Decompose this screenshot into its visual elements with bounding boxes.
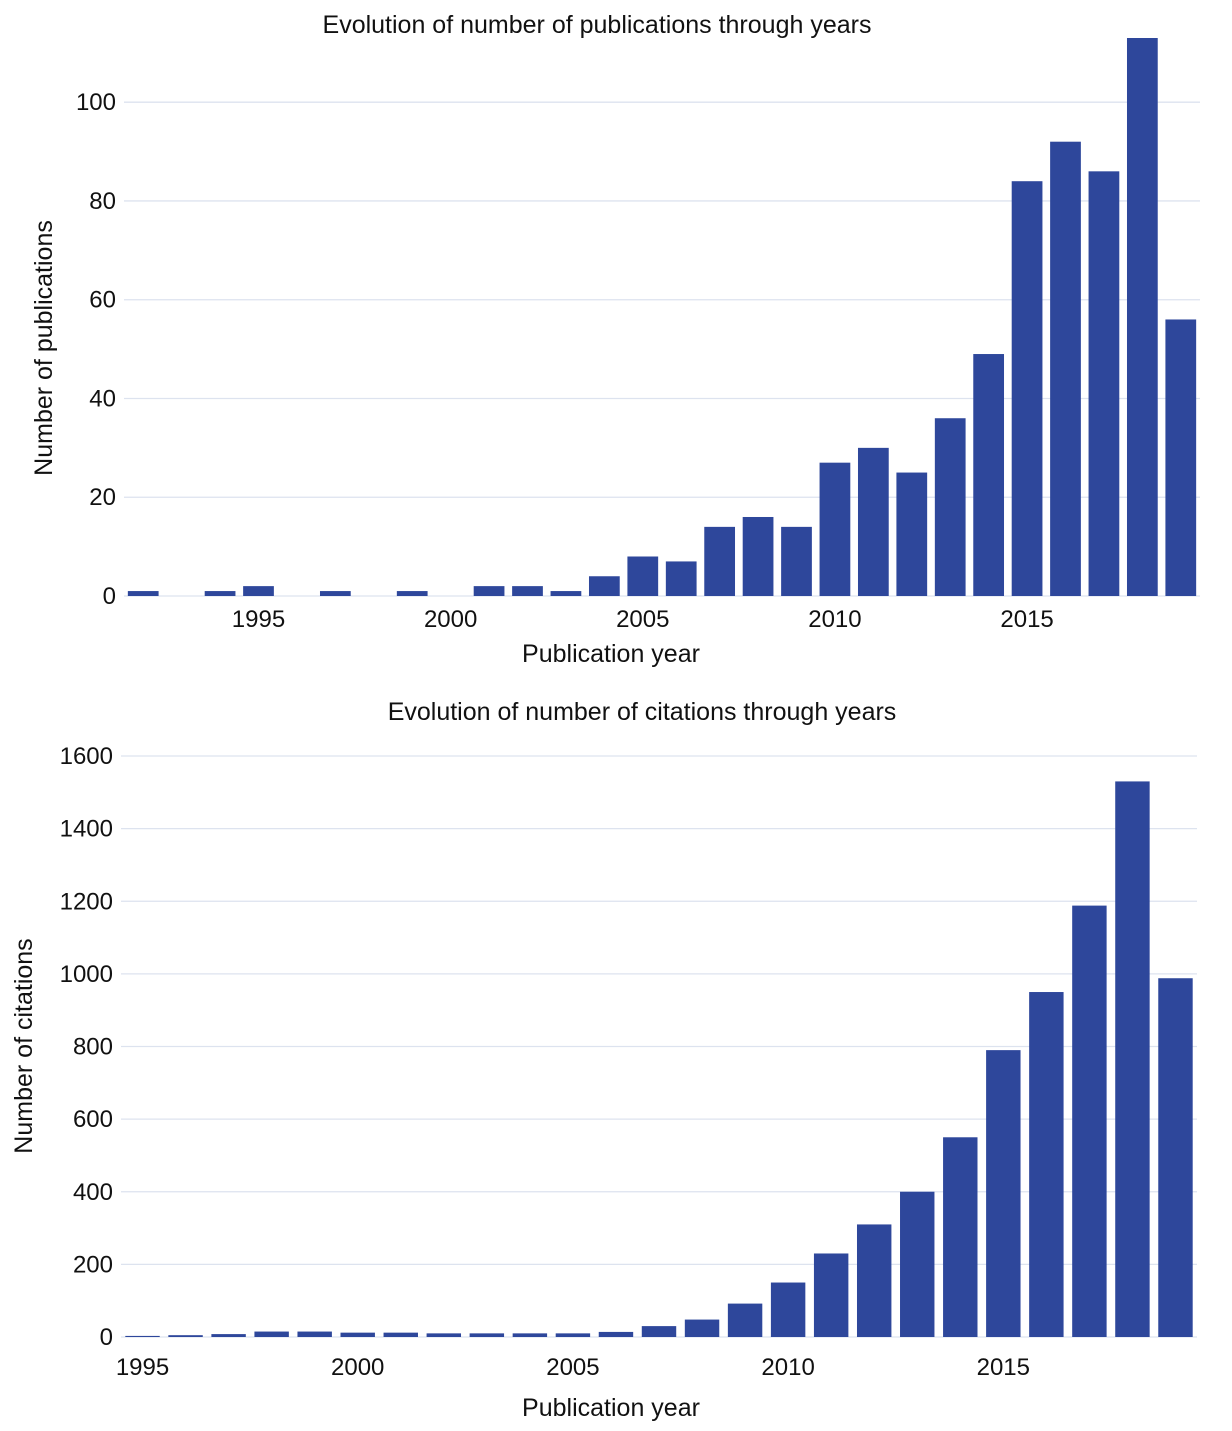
citations-bar-1995 [125, 1335, 160, 1337]
citations-y-ticks: 0 200 400 600 800 1000 1200 1400 1600 [60, 743, 113, 1351]
publications-x-tick-label: 2010 [808, 606, 861, 633]
citations-bar-2009 [727, 1303, 763, 1337]
citations-bar-2007 [641, 1326, 677, 1337]
citations-bar-1999 [297, 1331, 332, 1337]
publications-bar-2016 [1050, 141, 1081, 597]
citations-y-tick-label: 1000 [60, 961, 113, 988]
publications-bar-1992 [127, 591, 159, 596]
publications-x-ticks: 1995 2000 2005 2010 2015 [232, 606, 1054, 633]
publications-bar-2002 [512, 586, 543, 596]
citations-x-tick-label: 2010 [761, 1354, 814, 1381]
publications-bar-1997 [319, 591, 351, 596]
publications-bar-1999 [396, 591, 428, 596]
publications-bar-2007 [704, 526, 736, 596]
publications-bar-2013 [934, 418, 966, 596]
citations-bar-2011 [813, 1253, 849, 1337]
citations-bar-1997 [211, 1334, 246, 1337]
publications-bar-1995 [243, 586, 274, 596]
citations-bar-2014 [943, 1137, 978, 1337]
publications-bar-2011 [857, 447, 889, 596]
citations-x-tick-label: 1995 [116, 1354, 169, 1381]
citations-y-tick-label: 1600 [60, 743, 113, 770]
citations-y-tick-label: 800 [73, 1034, 113, 1061]
publications-y-axis-label: Number of publications [30, 220, 58, 476]
citations-x-ticks: 1995 2000 2005 2010 2015 [116, 1354, 1030, 1381]
publications-bar-2006 [665, 561, 697, 596]
publications-bar-1994 [204, 591, 236, 596]
publications-y-tick-label: 0 [103, 583, 116, 610]
publications-x-tick-label: 1995 [232, 606, 285, 633]
publications-bar-2014 [973, 354, 1005, 596]
citations-bar-2001 [383, 1332, 418, 1337]
citations-y-tick-label: 0 [100, 1324, 113, 1351]
publications-bar-2015 [1011, 181, 1043, 596]
publications-bar-2010 [819, 462, 851, 596]
citations-bar-2005 [555, 1333, 591, 1337]
publications-bar-2008 [742, 516, 774, 596]
publications-bar-2017 [1088, 171, 1120, 596]
publications-chart-title: Evolution of number of publications thro… [323, 11, 872, 39]
publications-bar-2009 [781, 526, 812, 596]
publications-y-ticks: 0 20 40 60 80 100 [76, 89, 116, 610]
publications-bar-2019 [1165, 319, 1197, 596]
publications-bar-2001 [473, 586, 505, 596]
publications-bars [127, 38, 1197, 597]
citations-bar-2004 [512, 1333, 548, 1337]
citations-bar-2006 [598, 1331, 634, 1337]
citations-bars [125, 781, 1193, 1337]
citations-bar-2015 [986, 1050, 1021, 1337]
publications-y-tick-label: 40 [89, 385, 116, 412]
publications-y-tick-label: 100 [76, 89, 116, 116]
citations-y-tick-label: 1200 [60, 888, 113, 915]
publications-x-tick-label: 2000 [424, 606, 477, 633]
publications-x-tick-label: 2015 [1000, 606, 1053, 633]
publications-x-tick-label: 2005 [616, 606, 669, 633]
citations-y-tick-label: 400 [73, 1179, 113, 1206]
publications-x-axis-label: Publication year [522, 640, 700, 668]
publications-bar-2005 [627, 556, 659, 596]
citations-bar-2016 [1029, 992, 1064, 1337]
publications-bar-2003 [550, 591, 582, 596]
citations-y-tick-label: 1400 [60, 816, 113, 843]
citations-bar-1996 [168, 1335, 203, 1337]
publications-bar-2004 [588, 576, 620, 596]
citations-y-tick-label: 200 [73, 1251, 113, 1278]
publications-chart: Evolution of number of publications thro… [30, 11, 1200, 668]
publications-y-tick-label: 80 [89, 188, 116, 215]
citations-bar-2010 [770, 1282, 806, 1337]
citations-y-axis-label: Number of citations [10, 938, 38, 1153]
citations-chart-title: Evolution of number of citations through… [388, 698, 897, 726]
citations-bar-2002 [426, 1333, 462, 1337]
citations-bar-2013 [900, 1191, 935, 1337]
citations-x-tick-label: 2015 [977, 1354, 1030, 1381]
publications-bar-2012 [896, 472, 928, 596]
publications-bar-2018 [1126, 38, 1158, 596]
citations-bar-2017 [1072, 905, 1107, 1337]
citations-bar-1998 [254, 1331, 289, 1337]
citations-bar-2018 [1115, 781, 1150, 1337]
citations-bar-2008 [684, 1319, 720, 1337]
citations-y-tick-label: 600 [73, 1106, 113, 1133]
citations-x-tick-label: 2000 [331, 1354, 384, 1381]
publications-y-tick-label: 20 [89, 484, 116, 511]
citations-bar-2019 [1158, 978, 1193, 1337]
publications-y-tick-label: 60 [89, 287, 116, 314]
citations-x-axis-label: Publication year [522, 1394, 700, 1422]
citations-bar-2012 [856, 1224, 892, 1337]
citations-x-tick-label: 2005 [546, 1354, 599, 1381]
citations-bar-2000 [340, 1332, 375, 1337]
citations-chart: Evolution of number of citations through… [10, 698, 1197, 1422]
citations-bar-2003 [469, 1333, 505, 1337]
